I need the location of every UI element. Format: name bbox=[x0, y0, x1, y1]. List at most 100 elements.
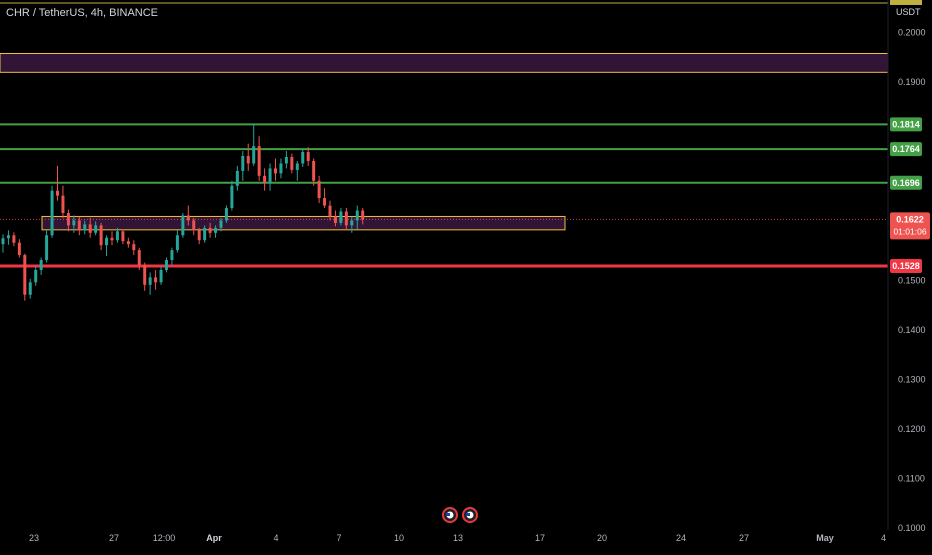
candle-body bbox=[284, 157, 288, 164]
candle-body bbox=[246, 156, 250, 164]
candle-body bbox=[252, 146, 256, 164]
candle-body bbox=[301, 152, 305, 164]
candle-body bbox=[355, 210, 359, 221]
candle-body bbox=[197, 230, 201, 241]
candle-body bbox=[88, 224, 92, 233]
candle-body bbox=[290, 157, 294, 170]
level-price-tag-label: 0.1696 bbox=[892, 178, 920, 188]
candle-body bbox=[274, 168, 277, 174]
time-tick-label: 13 bbox=[453, 533, 463, 543]
top-line-tag bbox=[890, 0, 922, 5]
candle-body bbox=[268, 168, 272, 184]
candle-body bbox=[214, 227, 218, 233]
price-tick-label: 0.1900 bbox=[898, 77, 926, 87]
candle-body bbox=[312, 160, 316, 181]
level-price-tag bbox=[890, 117, 922, 132]
price-axis[interactable]: 0.2000 0.1900 0.1500 0.1400 0.1300 0.1200 0.11… bbox=[898, 28, 926, 533]
candle-body bbox=[279, 163, 283, 174]
symbol-title: CHR / TetherUS, 4h, BINANCE bbox=[6, 7, 159, 19]
candle-body bbox=[339, 211, 343, 223]
candle-body bbox=[105, 237, 109, 246]
time-tick-label: May bbox=[816, 533, 834, 543]
candle-body bbox=[132, 244, 136, 251]
candle-body bbox=[115, 231, 119, 241]
candle-body bbox=[219, 220, 223, 228]
candle-body bbox=[263, 175, 267, 184]
level-price-tag bbox=[890, 175, 922, 190]
candle-body bbox=[61, 195, 65, 213]
price-tick-label: 0.1400 bbox=[898, 325, 926, 335]
candle-body bbox=[50, 190, 54, 236]
currency-label: USDT bbox=[896, 7, 921, 17]
time-tick-label: 17 bbox=[535, 533, 545, 543]
candle-body bbox=[203, 227, 207, 241]
time-tick-label: 10 bbox=[394, 533, 404, 543]
candle-body bbox=[121, 231, 125, 242]
time-tick-label: 4 bbox=[881, 533, 886, 543]
candle-body bbox=[159, 269, 163, 283]
candle-body bbox=[241, 156, 245, 171]
time-tick-label: 24 bbox=[676, 533, 686, 543]
candle-body bbox=[148, 277, 152, 285]
candle-body bbox=[224, 208, 228, 221]
candle-body bbox=[175, 235, 179, 251]
levels-layer bbox=[0, 2, 888, 268]
candle-body bbox=[1, 238, 5, 245]
level-price-tag-label: 0.1764 bbox=[892, 144, 920, 154]
candle-body bbox=[186, 215, 190, 221]
level-price-tag bbox=[890, 142, 922, 157]
price-tags: 0.1814 0.1764 0.1696 0.1528 0.1622 01:01:06 bbox=[890, 0, 930, 273]
price-tick-label: 0.1100 bbox=[898, 473, 925, 483]
level-price-tag bbox=[890, 258, 922, 273]
zone-0 bbox=[0, 52, 889, 73]
time-tick-label: Apr bbox=[206, 533, 222, 543]
candle-body bbox=[235, 170, 239, 186]
candle-body bbox=[350, 220, 354, 226]
candle-body bbox=[230, 185, 234, 209]
candle-body bbox=[34, 269, 38, 283]
candle-body bbox=[94, 225, 98, 233]
level-price-tag-label: 0.1528 bbox=[892, 261, 920, 271]
candles-layer bbox=[1, 123, 365, 301]
time-tick-label: 23 bbox=[29, 533, 39, 543]
candle-body bbox=[126, 241, 130, 245]
time-axis[interactable]: 23 27 12:00 Apr 4 7 10 13 17 20 24 27 May 4 bbox=[29, 533, 886, 543]
price-tick-label: 0.1500 bbox=[898, 275, 926, 285]
candle-body bbox=[328, 205, 332, 217]
candle-body bbox=[344, 211, 348, 226]
candle-body bbox=[39, 260, 43, 270]
time-tick-label: 12:00 bbox=[153, 533, 176, 543]
candle-body bbox=[361, 210, 365, 220]
candle-body bbox=[45, 235, 49, 261]
candle-body bbox=[12, 235, 16, 243]
current-price-tag bbox=[890, 212, 930, 240]
candle-body bbox=[143, 265, 147, 285]
candle-body bbox=[317, 180, 321, 199]
candle-body bbox=[323, 198, 327, 206]
event-flag-canton bbox=[466, 513, 470, 516]
candle-body bbox=[257, 146, 261, 176]
time-tick-label: 7 bbox=[336, 533, 341, 543]
events-layer bbox=[442, 507, 478, 523]
price-tick-label: 0.1200 bbox=[898, 424, 926, 434]
candle-body bbox=[56, 190, 59, 196]
price-tick-label: 0.1000 bbox=[898, 523, 926, 533]
candle-body bbox=[99, 225, 103, 246]
zones-layer bbox=[0, 52, 889, 231]
candle-body bbox=[6, 235, 10, 239]
candle-body bbox=[333, 216, 337, 223]
price-tick-label: 0.2000 bbox=[898, 28, 926, 38]
event-flag-canton bbox=[446, 513, 450, 516]
candle-body bbox=[110, 237, 114, 241]
candle-body bbox=[137, 250, 141, 265]
candle-body bbox=[23, 255, 27, 295]
time-tick-label: 27 bbox=[739, 533, 749, 543]
candle-body bbox=[306, 152, 310, 161]
time-tick-label: 4 bbox=[273, 533, 278, 543]
time-tick-label: 20 bbox=[597, 533, 607, 543]
candle-body bbox=[181, 215, 185, 236]
candle-body bbox=[66, 212, 70, 226]
